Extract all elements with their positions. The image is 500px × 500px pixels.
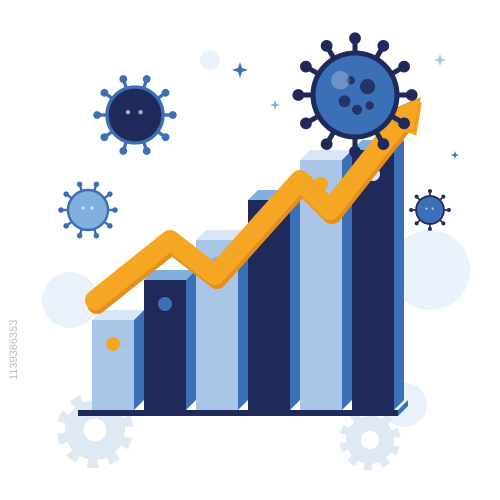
- virus-icon: [58, 182, 118, 239]
- sparkle-icon: [270, 100, 280, 110]
- gear-icon: [339, 409, 400, 470]
- bar-marker-icon: [158, 297, 172, 311]
- virus-icon: [409, 189, 451, 231]
- watermark-text: 1139386353: [8, 320, 20, 380]
- chart-baseline: [78, 410, 398, 416]
- bar-side: [134, 310, 144, 410]
- bar-marker-icon: [106, 337, 120, 351]
- sparkle-icon: [451, 151, 459, 159]
- bg-circle: [200, 50, 220, 70]
- bar-side: [186, 270, 196, 410]
- sparkle-icon: [434, 54, 446, 66]
- sparkle-icon: [232, 62, 248, 78]
- virus-icon: [93, 75, 176, 155]
- bar-front: [92, 320, 134, 410]
- bar-side: [290, 190, 300, 410]
- bar-side: [394, 140, 404, 410]
- infographic-canvas: 1139386353: [0, 0, 500, 500]
